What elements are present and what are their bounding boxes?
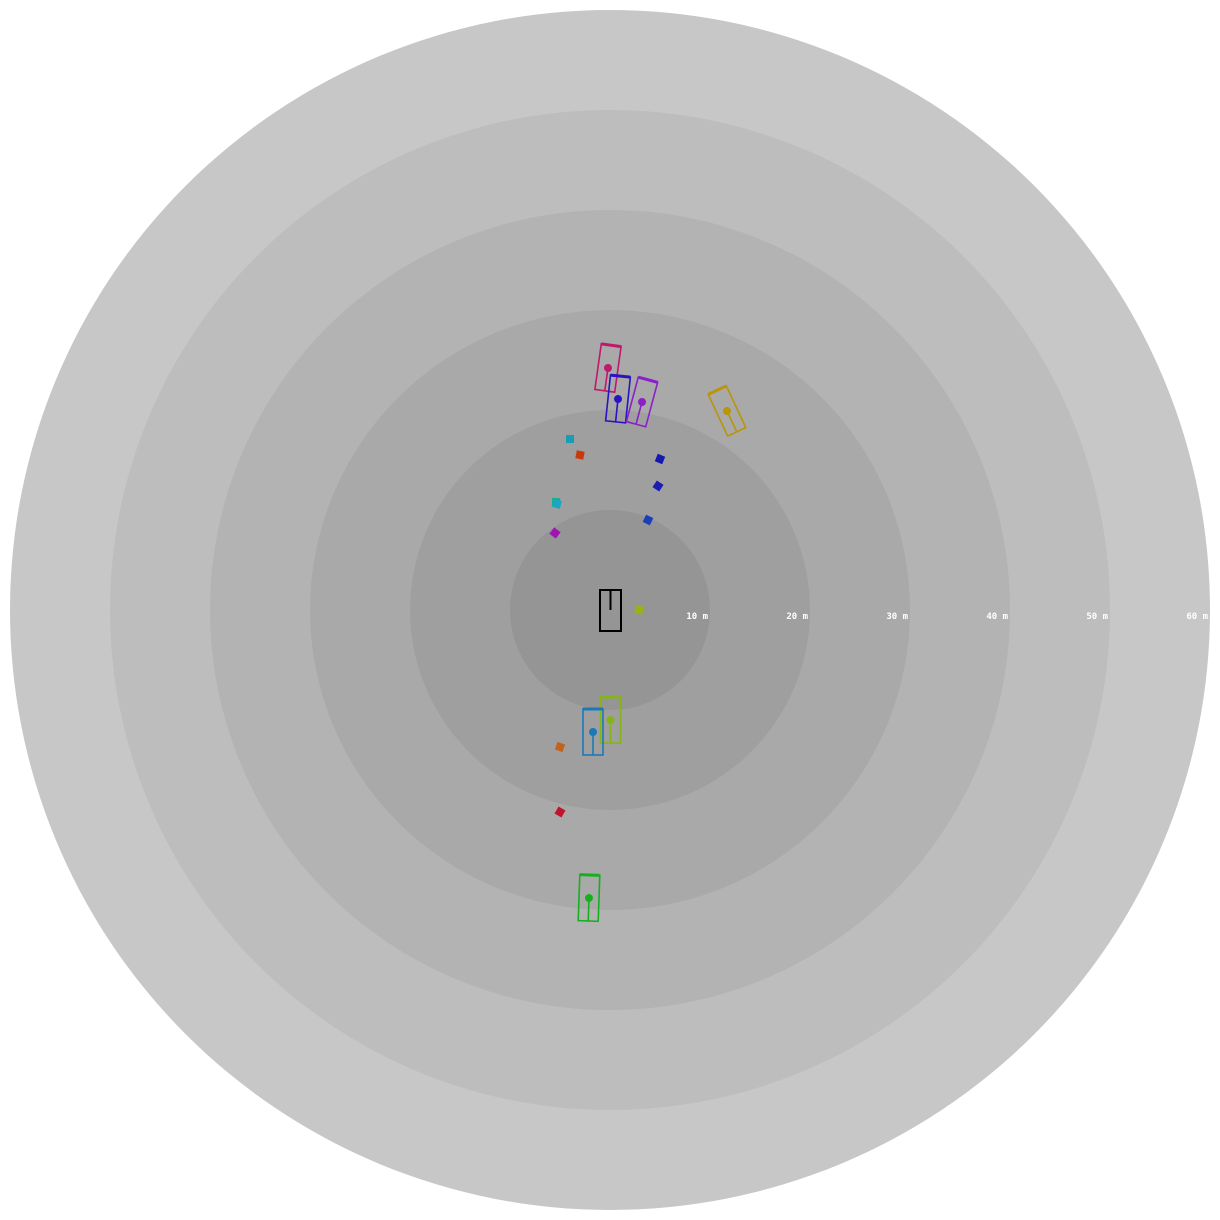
range-label-60m: 60 m xyxy=(1186,612,1208,622)
vehicle-front-edge xyxy=(601,342,622,349)
vehicle-center-dot xyxy=(638,398,646,406)
vehicle-front-edge xyxy=(707,384,727,396)
vehicle-center-dot xyxy=(585,894,593,902)
detected-object-obj-blue-3 xyxy=(642,514,654,526)
detected-object-obj-orange xyxy=(554,741,566,753)
object-marker xyxy=(642,514,654,526)
object-marker xyxy=(566,435,574,443)
object-marker xyxy=(554,741,566,753)
vehicle-front-edge xyxy=(610,373,631,379)
detected-object-obj-cyan-2 xyxy=(552,499,562,509)
object-marker xyxy=(652,480,664,492)
vehicle-car-navy xyxy=(604,373,632,424)
vehicle-car-purple xyxy=(625,375,659,428)
vehicle-center-dot xyxy=(589,728,597,736)
detected-object-obj-yellowgreen xyxy=(634,605,644,615)
range-label-40m: 40 m xyxy=(986,612,1008,622)
vehicle-car-magenta xyxy=(593,342,623,394)
object-marker xyxy=(575,450,585,460)
range-label-30m: 30 m xyxy=(886,612,908,622)
object-marker xyxy=(654,453,666,465)
detected-vehicles xyxy=(577,342,747,923)
vehicle-car-green xyxy=(577,873,601,923)
vehicle-car-gold xyxy=(707,384,747,438)
vehicle-car-blue xyxy=(582,707,604,756)
vehicle-center-dot xyxy=(606,716,615,724)
vehicle-center-dot xyxy=(614,395,622,403)
detected-object-obj-blue-1 xyxy=(654,453,666,465)
vehicle-front-edge xyxy=(637,375,659,384)
detected-object-obj-cyan xyxy=(566,435,574,443)
detected-object-obj-blue-2 xyxy=(652,480,664,492)
range-label-10m: 10 m xyxy=(686,612,708,622)
range-label-50m: 50 m xyxy=(1086,612,1108,622)
ego-vehicle xyxy=(599,589,622,632)
detected-small-objects xyxy=(549,435,666,818)
vehicle-front-edge xyxy=(579,873,600,877)
detected-object-obj-crimson xyxy=(554,806,566,818)
object-marker xyxy=(549,527,561,539)
range-label-20m: 20 m xyxy=(786,612,808,622)
object-marker xyxy=(554,806,566,818)
object-marker xyxy=(634,605,644,615)
object-marker xyxy=(552,499,562,509)
detected-object-obj-violet xyxy=(549,527,561,539)
vehicle-car-lime xyxy=(599,695,622,744)
detected-object-obj-red xyxy=(575,450,585,460)
vehicle-center-dot xyxy=(723,407,731,415)
vehicle-center-dot xyxy=(604,364,612,372)
range-labels: 10 m 20 m 30 m 40 m 50 m 60 m xyxy=(686,612,1208,622)
